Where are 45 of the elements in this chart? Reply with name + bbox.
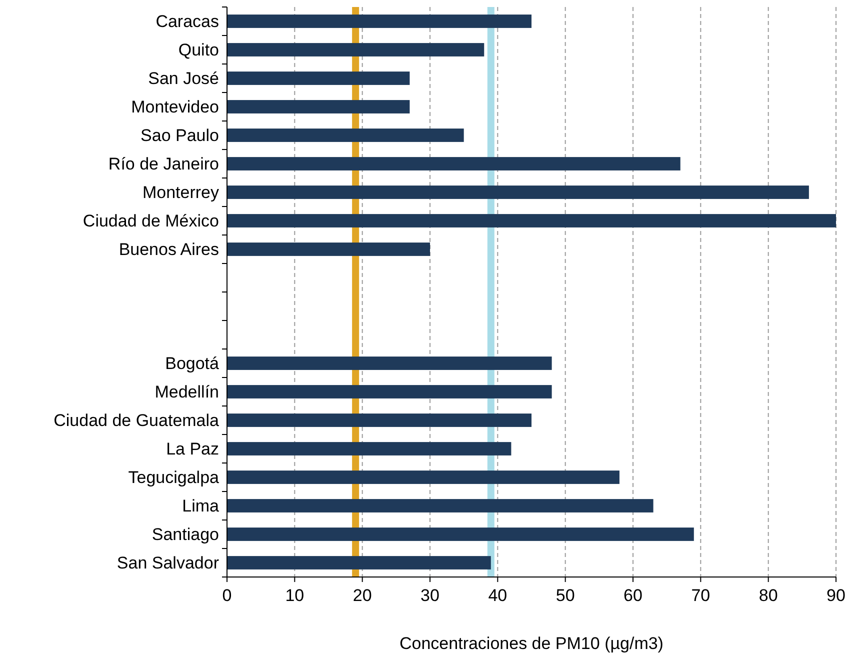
bar	[227, 43, 484, 56]
x-tick-label: 40	[488, 586, 508, 605]
bar	[227, 556, 491, 570]
y-tick-label: La Paz	[166, 440, 219, 459]
bar	[227, 414, 532, 427]
y-tick-label: Ciudad de Guatemala	[54, 411, 220, 430]
bar	[227, 128, 464, 142]
x-tick-label: 0	[222, 586, 232, 605]
bar	[227, 100, 410, 114]
y-tick-label: Río de Janeiro	[108, 154, 219, 174]
y-tick-label: Lima	[182, 496, 220, 516]
y-tick-label: Buenos Aires	[118, 240, 219, 260]
y-tick-label: San José	[148, 69, 219, 88]
y-tick-label: Bogotá	[165, 354, 220, 374]
x-tick-label: 70	[691, 586, 710, 605]
y-tick-label: Sao Paulo	[140, 126, 219, 146]
x-axis-title: Concentraciones de PM10 (µg/m3)	[400, 634, 664, 653]
x-tick-label: 10	[285, 586, 304, 605]
bar	[227, 442, 512, 456]
y-tick-label: Tegucigalpa	[128, 468, 220, 488]
y-tick-label: Montevideo	[131, 98, 219, 117]
bar	[227, 499, 654, 512]
y-tick-label: Caracas	[156, 12, 219, 32]
bar	[227, 242, 430, 256]
x-tick-label: 90	[826, 586, 846, 605]
bar	[227, 186, 809, 199]
bar	[227, 14, 532, 28]
x-tick-label: 60	[624, 586, 642, 605]
x-tick-label: 30	[420, 586, 440, 605]
y-tick-label: Medellín	[154, 382, 219, 402]
bar	[227, 356, 552, 370]
x-tick-label: 80	[758, 586, 778, 605]
bar	[227, 385, 552, 398]
bar	[227, 470, 620, 484]
x-tick-label: 20	[352, 586, 372, 605]
y-tick-label: Ciudad de México	[82, 212, 219, 231]
bar	[227, 72, 410, 85]
y-tick-label: Santiago	[152, 525, 219, 544]
bar	[227, 528, 694, 541]
bar	[227, 157, 680, 170]
x-tick-label: 50	[556, 586, 575, 605]
y-tick-label: Quito	[178, 40, 219, 60]
y-tick-label: Monterrey	[142, 183, 220, 202]
bar	[227, 214, 836, 228]
y-tick-label: San Salvador	[116, 554, 220, 573]
